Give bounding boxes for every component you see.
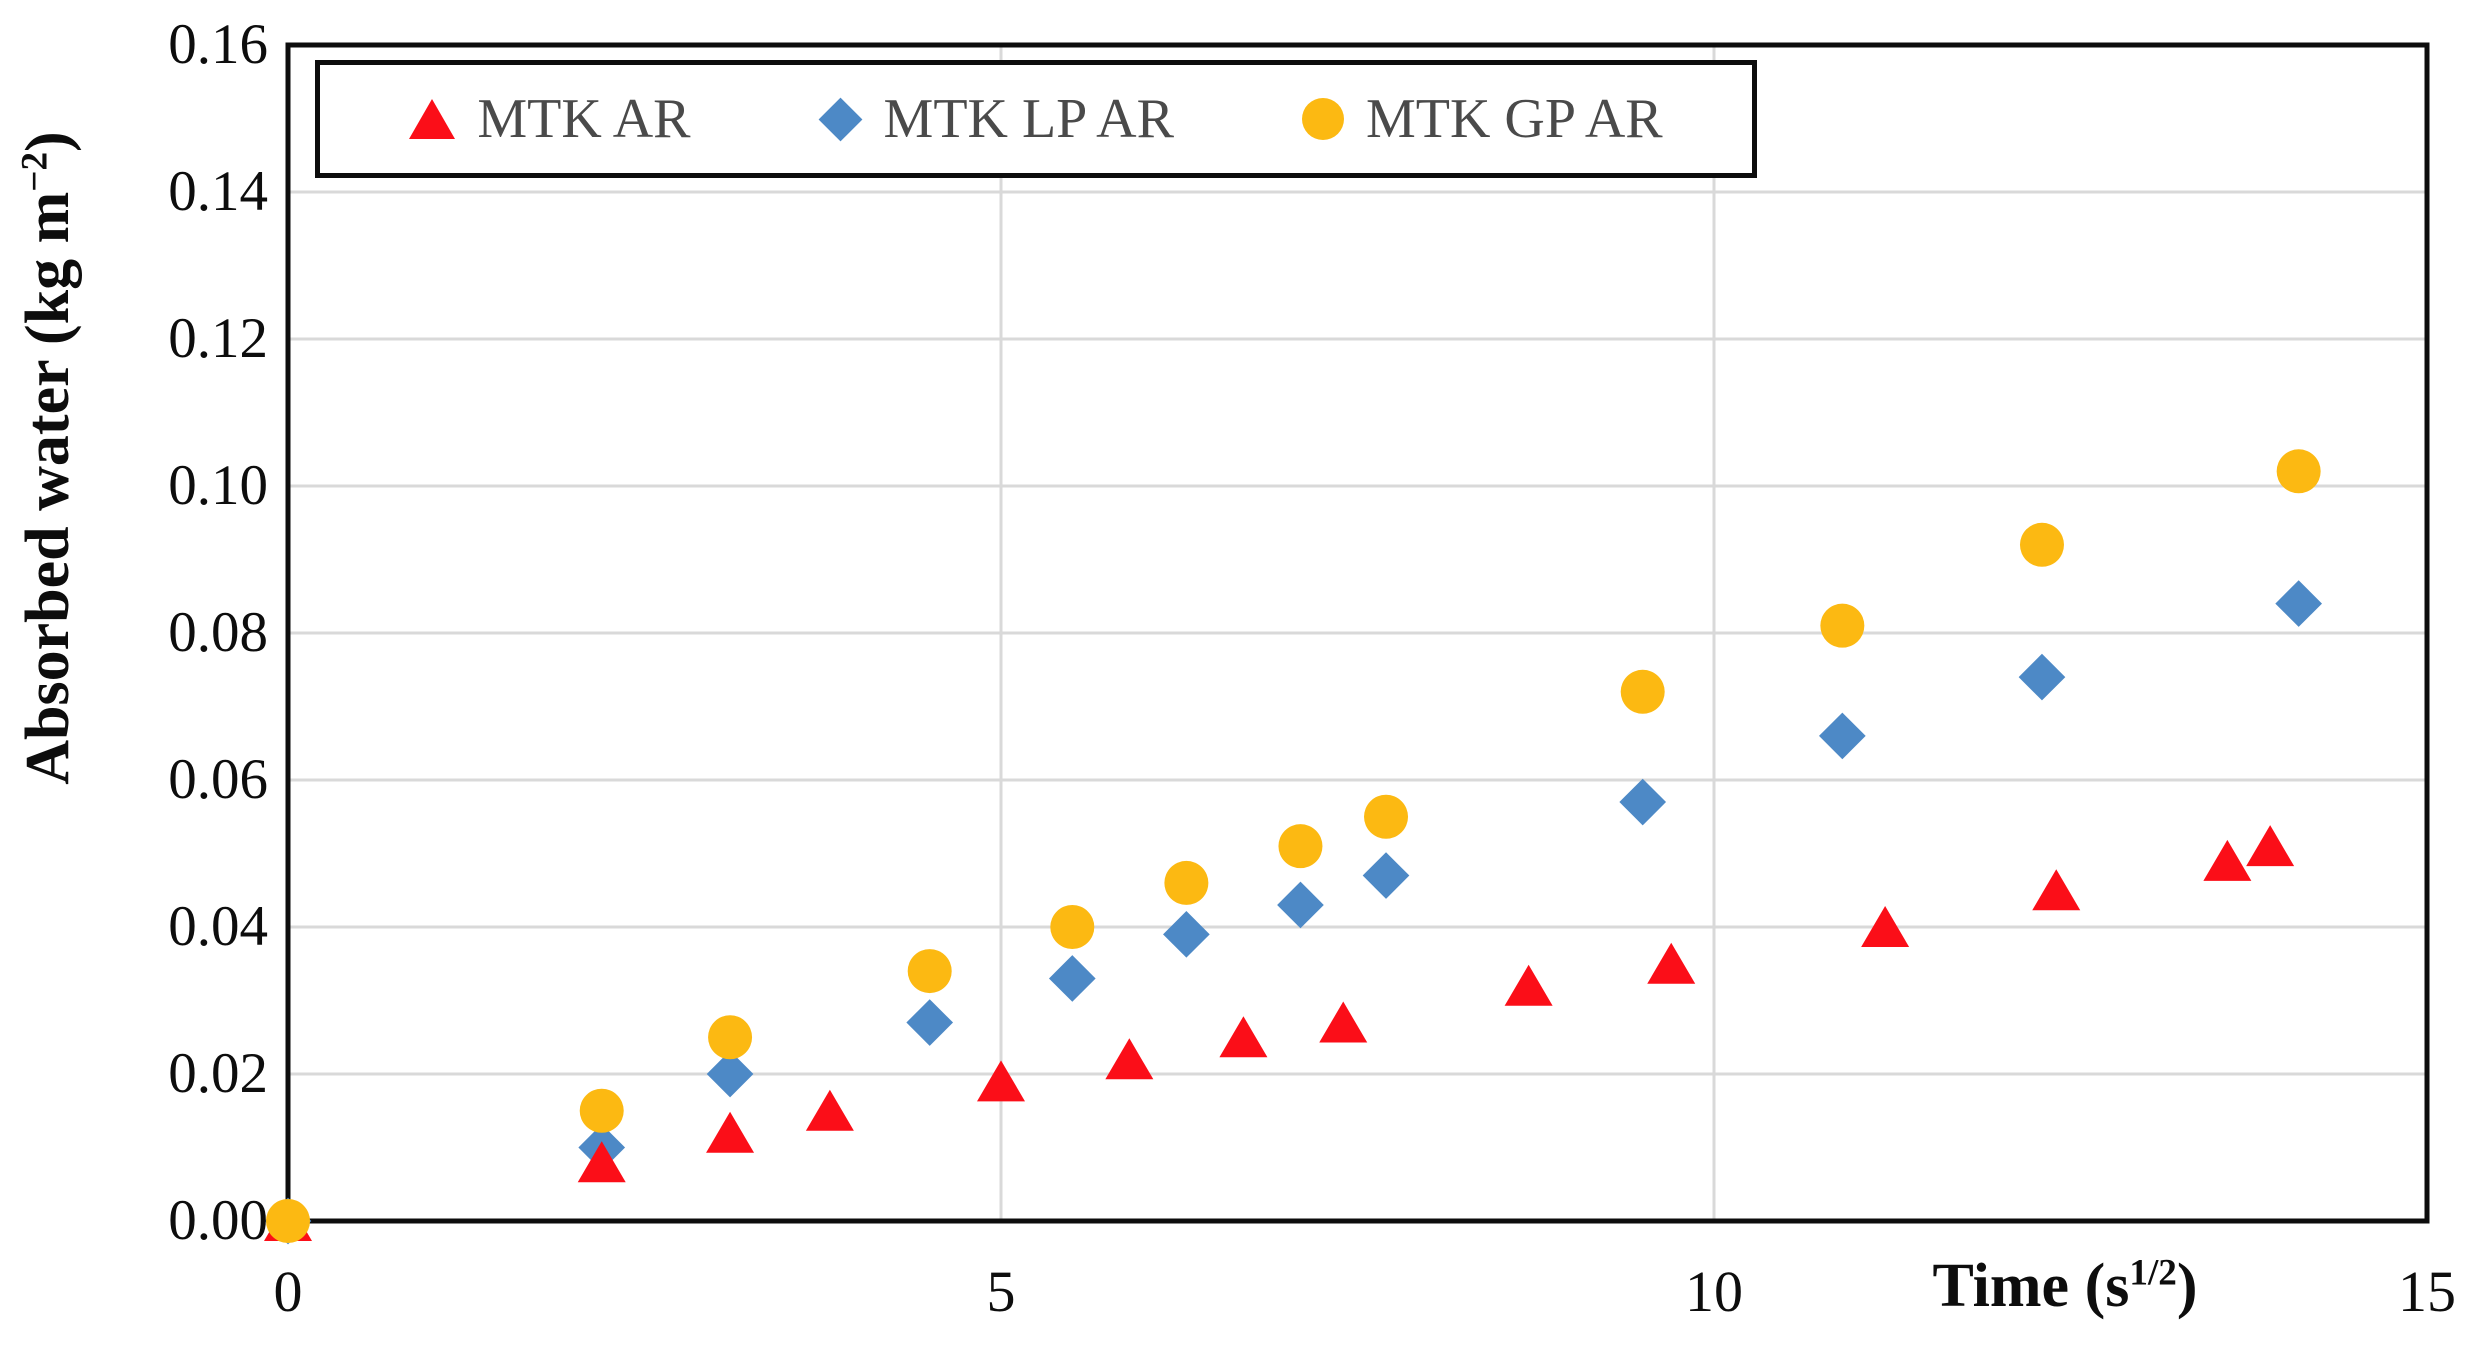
data-point-mtk-gp-ar <box>2019 522 2064 567</box>
data-point-mtk-lp-ar <box>1163 911 1210 958</box>
data-point-mtk-gp-ar <box>1050 905 1095 949</box>
data-point-mtk-ar <box>1105 1038 1154 1080</box>
data-point-mtk-gp-ar <box>907 949 952 994</box>
legend: MTK AR MTK LP AR MTK GP AR <box>315 60 1757 178</box>
data-point-mtk-gp-ar <box>1164 860 1209 905</box>
data-point-mtk-ar <box>1647 942 1696 984</box>
y-tick-label: 0.00 <box>168 1189 268 1252</box>
data-point-mtk-gp-ar <box>1364 794 1409 839</box>
y-tick-label: 0.02 <box>168 1042 268 1105</box>
data-point-mtk-lp-ar <box>1277 881 1324 929</box>
y-tick-label: 0.10 <box>168 454 268 517</box>
plot-border <box>285 42 2430 1224</box>
legend-label-mtk-gp-ar: MTK GP AR <box>1365 88 1663 150</box>
legend-label-mtk-lp-ar: MTK LP AR <box>883 88 1174 150</box>
y-axis-title-close: ) <box>14 131 82 152</box>
x-tick-label: 5 <box>986 1259 1016 1324</box>
data-point-mtk-ar <box>577 1141 626 1183</box>
x-axis-title-text: Time (s <box>1932 1252 2130 1320</box>
diamond-marker-icon <box>818 97 862 141</box>
y-tick-label: 0.06 <box>168 748 268 811</box>
circle-marker-icon <box>1301 98 1344 140</box>
data-point-mtk-ar <box>805 1089 854 1131</box>
data-point-mtk-lp-ar <box>2275 580 2322 627</box>
data-point-mtk-ar <box>977 1060 1025 1102</box>
data-point-mtk-gp-ar <box>2276 449 2321 494</box>
data-point-mtk-lp-ar <box>1362 852 1410 899</box>
x-axis-title-superscript: 1/2 <box>2129 1252 2177 1294</box>
data-point-mtk-lp-ar <box>1819 712 1866 760</box>
y-tick-label: 0.04 <box>168 895 268 958</box>
y-tick-label: 0.12 <box>168 307 268 370</box>
data-point-mtk-ar <box>2203 839 2252 881</box>
data-point-mtk-ar <box>706 1111 755 1153</box>
data-point-mtk-lp-ar <box>906 999 954 1046</box>
data-point-mtk-ar <box>1319 1001 1368 1043</box>
data-point-mtk-gp-ar <box>1620 669 1665 714</box>
data-point-mtk-ar <box>2032 869 2081 911</box>
legend-label-mtk-ar: MTK AR <box>477 88 691 150</box>
y-tick-label: 0.08 <box>168 601 268 664</box>
data-point-mtk-lp-ar <box>1048 955 1096 1002</box>
data-point-mtk-lp-ar <box>1619 778 1667 826</box>
data-point-mtk-gp-ar <box>266 1199 310 1243</box>
x-tick-label: 0 <box>273 1259 303 1324</box>
y-tick-label: 0.16 <box>168 13 268 76</box>
data-point-mtk-gp-ar <box>1820 603 1865 648</box>
x-tick-label: 15 <box>2398 1259 2456 1324</box>
data-point-mtk-ar <box>2246 825 2295 867</box>
x-axis-title-close: ) <box>2176 1252 2198 1320</box>
data-point-mtk-ar <box>1219 1016 1268 1058</box>
legend-item-mtk-gp-ar: MTK GP AR <box>1301 88 1663 150</box>
data-point-mtk-lp-ar <box>706 1050 754 1098</box>
data-point-mtk-gp-ar <box>708 1015 753 1060</box>
legend-item-mtk-ar: MTK AR <box>409 88 691 150</box>
triangle-marker-icon <box>409 99 456 139</box>
data-point-mtk-lp-ar <box>2018 653 2066 701</box>
data-point-mtk-ar <box>1861 906 1910 947</box>
data-point-mtk-gp-ar <box>1278 824 1323 869</box>
x-tick-label: 10 <box>1685 1259 1743 1324</box>
data-point-mtk-gp-ar <box>579 1088 624 1133</box>
legend-item-mtk-lp-ar: MTK LP AR <box>818 88 1174 150</box>
y-tick-label: 0.14 <box>168 160 268 223</box>
data-point-mtk-ar <box>1504 964 1553 1006</box>
x-axis-title: Time (s1/2) <box>1932 1252 2198 1320</box>
